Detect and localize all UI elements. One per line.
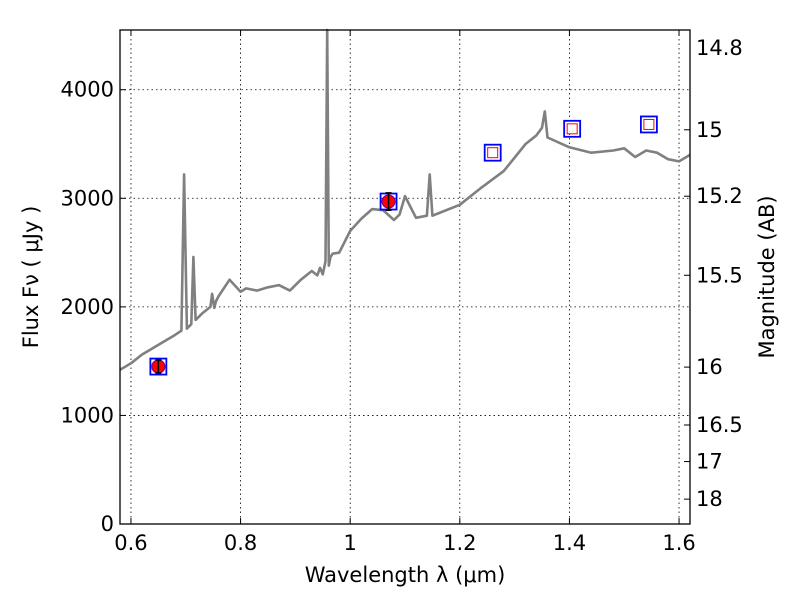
y-tick-label: 4000	[61, 78, 114, 102]
spectrum-layer	[119, 28, 691, 371]
right-tick-label: 15.2	[696, 184, 743, 208]
photometry-open-point	[643, 118, 655, 130]
right-axis-ticks: 14.8 15 15.2 15.5 16 16.5 17 18	[684, 36, 743, 511]
plot-frame	[119, 29, 691, 525]
x-tick-label: 0.6	[114, 531, 147, 555]
right-tick-label: 14.8	[696, 36, 743, 60]
x-tick-label: 1.6	[662, 531, 695, 555]
photometry-square-marker	[639, 115, 658, 134]
photometry-square-marker	[483, 143, 502, 162]
x-tick-label: 1	[344, 531, 357, 555]
photometry-square-marker	[149, 357, 168, 376]
x-axis-label: Wavelength λ (μm)	[305, 563, 506, 587]
right-tick-label: 16.5	[696, 413, 743, 437]
right-tick-label: 17	[696, 450, 723, 474]
photometry-open-point	[487, 147, 499, 159]
y-axis-label: Flux Fν ( μJy )	[19, 206, 43, 349]
x-axis-ticks: 0.6 0.8 1 1.2 1.4 1.6	[114, 30, 696, 555]
y-tick-label: 0	[101, 512, 114, 536]
y-tick-label: 3000	[61, 186, 114, 210]
y-tick-label: 1000	[61, 403, 114, 427]
right-tick-label: 15	[696, 118, 723, 142]
spectrum-line	[119, 28, 691, 371]
x-tick-label: 1.4	[553, 531, 586, 555]
right-axis-label: Magnitude (AB)	[755, 195, 779, 358]
photometry-layer	[149, 115, 658, 376]
plot-background	[120, 30, 690, 524]
right-tick-label: 18	[696, 487, 723, 511]
photometry-open-point	[566, 123, 578, 135]
right-tick-label: 16	[696, 355, 723, 379]
right-tick-label: 15.5	[696, 263, 743, 287]
x-tick-label: 0.8	[224, 531, 257, 555]
y-tick-label: 2000	[61, 295, 114, 319]
x-tick-label: 1.2	[443, 531, 476, 555]
y-axis-ticks: 0 1000 2000 3000 4000	[61, 78, 126, 536]
photometry-square-marker	[563, 119, 582, 138]
